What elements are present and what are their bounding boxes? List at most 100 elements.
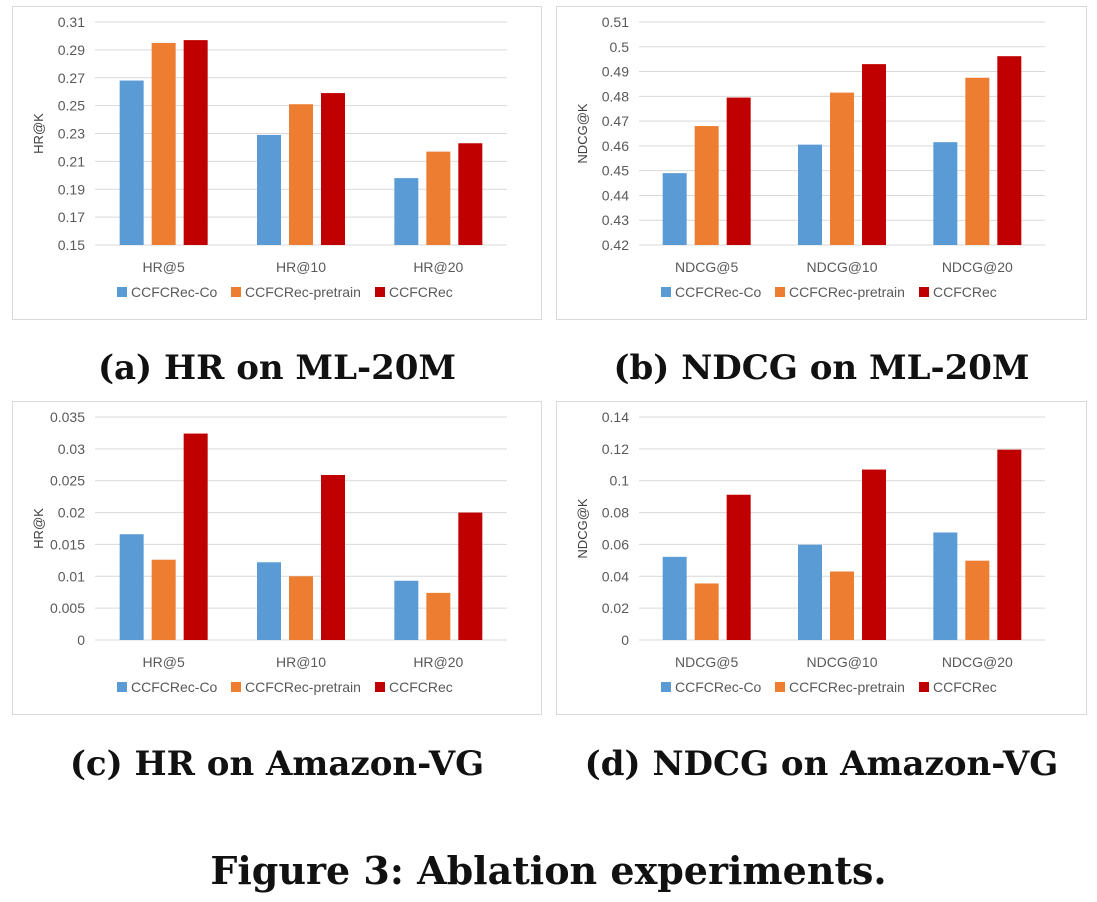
y-tick-label: 0.04 (602, 568, 629, 584)
y-tick-label: 0.29 (58, 42, 85, 58)
y-tick-label: 0.14 (602, 409, 629, 425)
bar (257, 562, 281, 640)
y-tick-label: 0.12 (602, 441, 629, 457)
y-tick-label: 0.19 (58, 181, 85, 197)
y-tick-label: 0.15 (58, 237, 85, 253)
legend-label: CCFCRec-Co (675, 284, 762, 300)
y-tick-label: 0.27 (58, 70, 85, 86)
bar (694, 583, 719, 640)
bar (933, 532, 958, 640)
x-tick-label: NDCG@5 (675, 654, 738, 670)
bar (151, 42, 176, 245)
y-tick-label: 0.005 (50, 600, 85, 616)
bar (394, 580, 419, 640)
chart-panel-ndcg-amazonvg: 0 0.02 0.04 0.06 0.08 0.1 0.12 0.14 NDCG@K NDCG@5… (556, 401, 1087, 715)
bar (798, 144, 822, 245)
y-tick-label: 0.21 (58, 153, 85, 169)
bar (862, 64, 886, 245)
bar (965, 560, 990, 640)
y-axis-label: NDCG@K (575, 498, 590, 558)
legend-swatch (919, 682, 929, 692)
x-tick-label: NDCG@20 (942, 654, 1013, 670)
bar (183, 433, 208, 640)
y-tick-label: 0.51 (602, 14, 629, 30)
chart-panel-hr-amazonvg: 0 0.005 0.01 0.015 0.02 0.025 0.03 0.035 HR@K HR@… (12, 401, 542, 715)
legend-label: CCFCRec-pretrain (245, 284, 361, 300)
y-tick-label: 0.42 (602, 237, 629, 253)
y-tick-label: 0.23 (58, 126, 85, 142)
bar (183, 40, 208, 246)
bar (726, 97, 751, 245)
y-tick-label: 0.45 (602, 163, 629, 179)
figure-caption: Figure 3: Ablation experiments. (210, 848, 887, 893)
y-tick-label: 0.46 (602, 138, 629, 154)
bar (997, 449, 1022, 640)
x-tick-label: HR@5 (143, 259, 185, 275)
bar (997, 56, 1022, 246)
y-tick-label: 0.01 (58, 568, 85, 584)
x-tick-label: HR@10 (276, 654, 326, 670)
bar (694, 126, 719, 245)
x-tick-label: HR@20 (413, 259, 463, 275)
y-tick-label: 0.025 (50, 473, 85, 489)
bar (119, 534, 144, 640)
legend-swatch (231, 682, 241, 692)
legend-swatch (117, 682, 127, 692)
x-tick-label: HR@10 (276, 259, 326, 275)
y-tick-label: 0.06 (602, 536, 629, 552)
chart-svg: 0.42 0.43 0.44 0.45 0.46 0.47 0.48 0.49 0.5 0.51 N… (575, 14, 1045, 300)
legend-label: CCFCRec (389, 284, 453, 300)
caption-hr-ml20m: (a) HR on ML-20M (97, 348, 457, 388)
bar (458, 512, 483, 640)
chart-svg: 0 0.005 0.01 0.015 0.02 0.025 0.03 0.035 HR@K HR@… (31, 409, 507, 695)
bar (726, 494, 751, 640)
y-tick-label: 0.31 (58, 14, 85, 30)
caption-ndcg-ml20m: (b) NDCG on ML-20M (613, 348, 1030, 388)
y-tick-label: 0.035 (50, 409, 85, 425)
x-tick-label: NDCG@10 (806, 654, 877, 670)
y-tick-label: 0.1 (610, 473, 630, 489)
y-tick-label: 0.43 (602, 212, 629, 228)
y-tick-label: 0.08 (602, 505, 629, 521)
legend-label: CCFCRec-Co (131, 284, 218, 300)
bar (289, 576, 313, 640)
bar (321, 474, 345, 640)
x-tick-label: NDCG@10 (806, 259, 877, 275)
legend-label: CCFCRec (933, 284, 997, 300)
legend-swatch (919, 287, 929, 297)
caption-ndcg-amazonvg: (d) NDCG on Amazon-VG (584, 744, 1059, 784)
bar (394, 178, 419, 245)
bar (458, 143, 483, 245)
chart-svg: 0.15 0.17 0.19 0.21 0.23 0.25 0.27 0.29 0.31 HR@K… (31, 14, 507, 300)
y-tick-label: 0.25 (58, 98, 85, 114)
y-tick-label: 0.17 (58, 209, 85, 225)
y-tick-label: 0.5 (610, 39, 630, 55)
bar (965, 77, 990, 245)
bar (662, 556, 687, 640)
bar (119, 80, 144, 245)
legend-label: CCFCRec-Co (131, 679, 218, 695)
bar (151, 559, 176, 640)
legend-label: CCFCRec-Co (675, 679, 762, 695)
x-tick-label: HR@5 (143, 654, 185, 670)
legend-label: CCFCRec-pretrain (245, 679, 361, 695)
bar (862, 469, 886, 640)
chart-svg: 0 0.02 0.04 0.06 0.08 0.1 0.12 0.14 NDCG@K NDCG@5… (575, 409, 1045, 695)
legend-swatch (375, 287, 385, 297)
legend-swatch (375, 682, 385, 692)
legend-swatch (117, 287, 127, 297)
legend-label: CCFCRec (933, 679, 997, 695)
y-tick-label: 0.47 (602, 113, 629, 129)
caption-hr-amazonvg: (c) HR on Amazon-VG (69, 744, 485, 784)
legend-swatch (775, 682, 785, 692)
y-tick-label: 0.03 (58, 441, 85, 457)
legend-label: CCFCRec-pretrain (789, 679, 905, 695)
chart-panel-ndcg-ml20m: 0.42 0.43 0.44 0.45 0.46 0.47 0.48 0.49 0.5 0.51 N… (556, 6, 1087, 320)
y-tick-label: 0.44 (602, 187, 629, 203)
y-tick-label: 0 (621, 632, 629, 648)
y-tick-label: 0.02 (58, 505, 85, 521)
bar (426, 151, 451, 245)
y-tick-label: 0.48 (602, 88, 629, 104)
y-axis-label: NDCG@K (575, 103, 590, 163)
y-axis-label: HR@K (31, 113, 46, 154)
